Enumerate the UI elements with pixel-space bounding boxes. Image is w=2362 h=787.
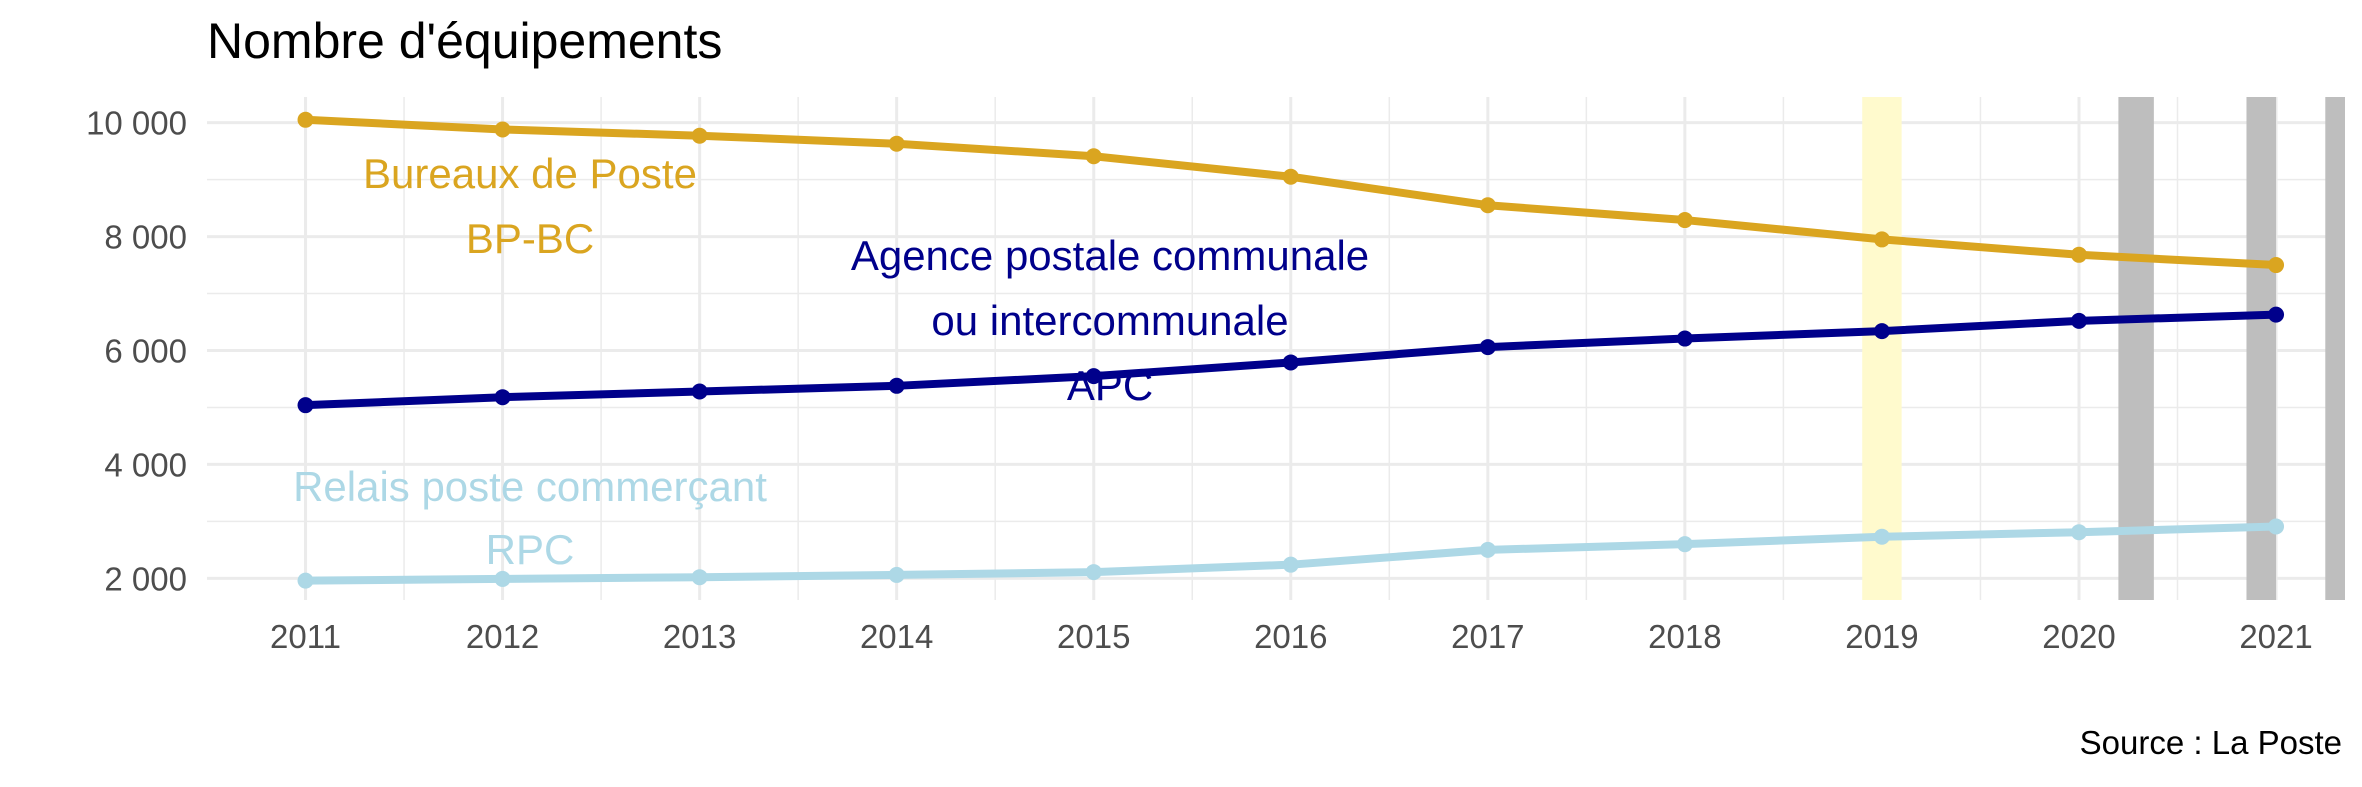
x-tick-label: 2011: [270, 618, 341, 655]
data-point-apc: [1479, 339, 1496, 356]
data-point-bp: [1873, 231, 1890, 248]
source-caption: Source : La Poste: [2080, 724, 2342, 761]
data-point-bp: [888, 135, 905, 152]
data-point-apc: [1085, 368, 1102, 385]
data-point-rpc: [2070, 524, 2087, 541]
series-label-bp: BP-BC: [466, 215, 594, 262]
x-tick-label: 2012: [466, 618, 539, 655]
x-tick-label: 2018: [1648, 618, 1721, 655]
data-point-rpc: [1479, 541, 1496, 558]
series-labels: Bureaux de Poste BP-BC Agence postale comm…: [293, 150, 1369, 573]
series-label-apc: ou intercommunale: [931, 297, 1288, 344]
x-tick-label: 2013: [663, 618, 736, 655]
data-point-rpc: [888, 566, 905, 583]
highlight-band: [2325, 97, 2345, 600]
highlight-band: [2118, 97, 2154, 600]
series-label-apc: Agence postale communale: [851, 232, 1369, 279]
data-point-rpc: [1873, 528, 1890, 545]
y-tick-label: 8 000: [104, 219, 187, 256]
y-tick-label: 10 000: [86, 105, 187, 142]
x-tick-label: 2020: [2042, 618, 2115, 655]
data-point-apc: [1282, 354, 1299, 371]
data-point-rpc: [494, 570, 511, 587]
series-group: [297, 111, 2285, 589]
data-point-rpc: [2268, 518, 2285, 535]
data-point-rpc: [1282, 556, 1299, 573]
data-point-apc: [494, 389, 511, 406]
series-label-rpc: Relais poste commerçant: [293, 463, 767, 510]
y-tick-label: 2 000: [104, 560, 187, 597]
data-point-apc: [1873, 323, 1890, 340]
y-axis-ticks: 2 000 4 000 6 000 8 000 10 000: [86, 105, 187, 598]
data-point-rpc: [1085, 564, 1102, 581]
x-axis-ticks: 2011 2012 2013 2014 2015 2016 2017 2018 2019 2020…: [270, 618, 2313, 655]
data-point-apc: [691, 383, 708, 400]
x-tick-label: 2021: [2239, 618, 2312, 655]
highlight-band: [2246, 97, 2277, 600]
data-point-rpc: [297, 572, 314, 589]
x-tick-label: 2019: [1845, 618, 1918, 655]
x-tick-label: 2015: [1057, 618, 1130, 655]
x-tick-label: 2016: [1254, 618, 1327, 655]
series-label-rpc: RPC: [486, 526, 575, 573]
data-point-bp: [2268, 257, 2285, 274]
data-point-bp: [297, 111, 314, 128]
data-point-bp: [1676, 212, 1693, 229]
y-tick-label: 4 000: [104, 446, 187, 483]
data-point-rpc: [691, 569, 708, 586]
data-point-bp: [2070, 246, 2087, 263]
highlight-bands: [1862, 97, 2345, 600]
data-point-apc: [2268, 306, 2285, 323]
x-tick-label: 2014: [860, 618, 933, 655]
data-point-bp: [1479, 197, 1496, 214]
data-point-apc: [1676, 330, 1693, 347]
series-label-apc: APC: [1067, 362, 1153, 409]
highlight-band: [1862, 97, 1902, 600]
y-tick-label: 6 000: [104, 332, 187, 369]
data-point-bp: [1085, 148, 1102, 165]
chart-title: Nombre d'équipements: [207, 13, 722, 69]
data-point-apc: [297, 397, 314, 414]
data-point-bp: [494, 121, 511, 138]
series-label-bp: Bureaux de Poste: [363, 150, 697, 197]
data-point-apc: [888, 377, 905, 394]
data-point-apc: [2070, 312, 2087, 329]
data-point-rpc: [1676, 536, 1693, 553]
data-point-bp: [1282, 168, 1299, 185]
x-tick-label: 2017: [1451, 618, 1524, 655]
data-point-bp: [691, 127, 708, 144]
